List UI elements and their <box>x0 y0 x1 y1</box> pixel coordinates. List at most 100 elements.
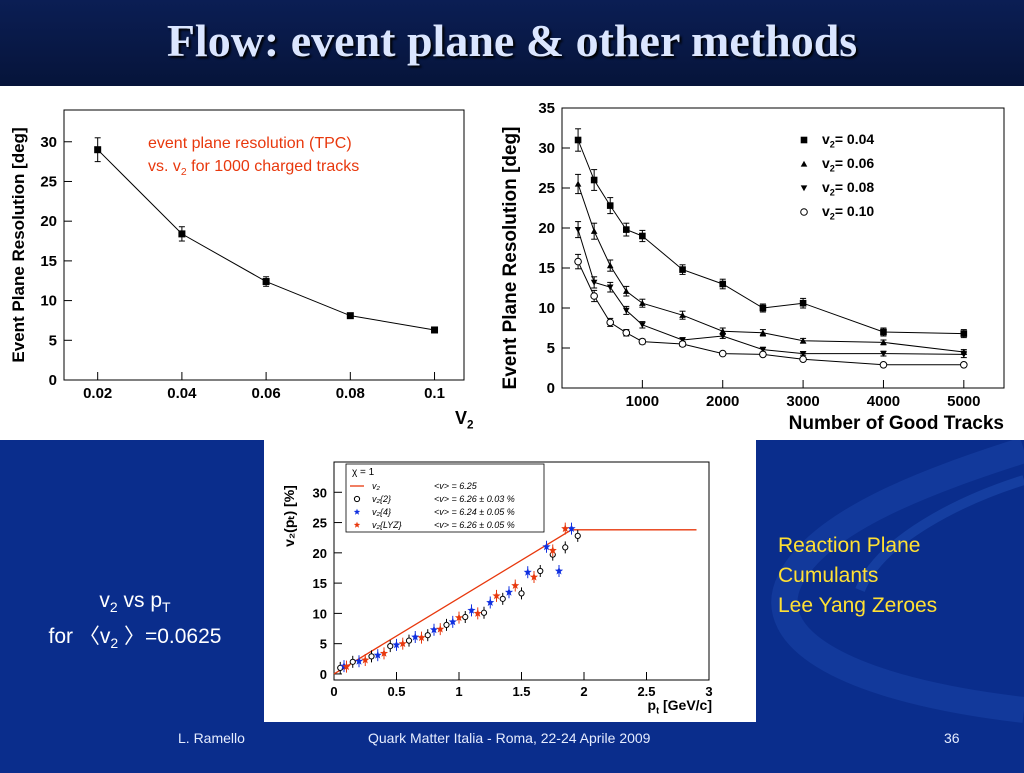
series-line <box>577 229 964 355</box>
chart-annotation-line-2-part: vs. v <box>148 158 181 175</box>
legend-header: χ = 1 <box>352 467 375 478</box>
data-point <box>499 595 506 602</box>
data-point <box>562 544 569 551</box>
y-tick-label: 0 <box>320 667 327 682</box>
data-point <box>561 524 570 533</box>
caption-text: 〉=0.0625 <box>118 625 222 649</box>
y-tick-label: 20 <box>40 213 57 230</box>
y-tick-label: 5 <box>49 332 57 349</box>
y-tick-label: 30 <box>313 485 327 500</box>
x-axis-label-part: [GeV/c] <box>659 697 712 713</box>
data-point <box>639 232 646 240</box>
data-point <box>960 361 968 369</box>
x-tick-label: 2000 <box>706 393 739 410</box>
legend-entry-part: 2 <box>830 188 835 198</box>
chart-annotation-line-2-part: for 1000 charged tracks <box>187 158 360 175</box>
legend-marker <box>800 136 808 144</box>
x-axis-label: pt [GeV/c] <box>648 697 713 716</box>
x-tick-label: 0.1 <box>424 385 445 402</box>
data-point <box>379 649 389 657</box>
data-point <box>759 304 767 312</box>
legend-marker <box>800 208 808 216</box>
data-point <box>574 136 582 144</box>
x-tick-label: 3 <box>705 684 712 699</box>
data-point <box>799 355 807 364</box>
data-point <box>349 658 356 665</box>
x-tick-label: 0.02 <box>83 385 112 402</box>
x-tick-label: 0.04 <box>167 385 197 402</box>
v2-vs-pt-caption: v2 vs pT for 〈v2 〉=0.0625 <box>0 586 270 658</box>
data-point <box>354 656 364 665</box>
data-point <box>880 339 887 346</box>
data-point <box>511 581 520 589</box>
data-point <box>361 655 370 664</box>
background-swoosh <box>771 437 1024 723</box>
legend-box <box>345 463 545 533</box>
legend-entry-part: = 0.04 <box>835 131 875 147</box>
data-point <box>719 327 727 334</box>
data-point <box>529 572 539 581</box>
data-point <box>678 340 687 348</box>
data-point <box>523 567 532 576</box>
x-tick-label: 1.5 <box>512 684 530 699</box>
chart-resolution-vs-v2: 0 5 10 15 20 25 30 0.02 0.04 0.06 0.08 0.1 Event Pla… <box>9 109 474 432</box>
data-point <box>429 625 439 634</box>
data-point <box>518 590 525 597</box>
chart-v2-vs-pt: 0 5 10 15 20 25 30 0 0.5 1 1.5 2 2.5 3 χ = 1 v₂ <v> = 6.… <box>281 461 713 716</box>
data-point <box>622 226 630 233</box>
legend-marker <box>353 521 361 528</box>
y-tick-label: 25 <box>40 173 57 190</box>
data-point <box>342 662 351 671</box>
data-point <box>178 230 186 238</box>
data-point <box>398 639 407 648</box>
data-point <box>879 361 888 369</box>
y-tick-label: 5 <box>547 340 555 357</box>
footer-conference: Quark Matter Italia - Roma, 22-24 Aprile… <box>368 730 651 746</box>
data-point <box>392 640 401 649</box>
caption-text: for 〈v <box>48 625 111 649</box>
legend-entry: v2= 0.06 <box>822 155 874 174</box>
legend-entry-part: 2 <box>830 164 835 174</box>
data-point <box>574 532 581 539</box>
caption-line-2: for 〈v2 〉=0.0625 <box>0 622 270 658</box>
data-point <box>574 257 582 266</box>
y-tick-label: 10 <box>538 300 555 317</box>
data-point <box>606 262 614 269</box>
legend-entry: v2= 0.04 <box>822 131 874 150</box>
caption-text: v <box>99 589 110 612</box>
data-point <box>542 542 551 551</box>
data-point <box>799 350 807 357</box>
caption-sub: 2 <box>110 635 119 652</box>
legend-entry-part: v <box>822 155 830 171</box>
series-line <box>577 139 964 335</box>
series-line <box>577 261 964 366</box>
caption-line-1: v2 vs pT <box>0 586 270 622</box>
data-point <box>548 546 557 554</box>
legend-value: <v> = 6.24 ± 0.05 % <box>434 507 515 517</box>
data-point <box>554 566 564 575</box>
x-axis-label: Number of Good Tracks <box>789 413 1004 434</box>
x-axis-label-part: V <box>455 408 467 428</box>
legend-entry-part: = 0.08 <box>835 179 875 195</box>
data-point <box>880 328 887 336</box>
y-tick-label: 35 <box>538 100 555 117</box>
y-tick-label: 10 <box>40 293 57 310</box>
legend-entry-part: v <box>822 131 830 147</box>
x-tick-label: 1000 <box>626 393 659 410</box>
data-point <box>719 280 727 288</box>
data-point <box>462 613 469 621</box>
x-tick-label: 0 <box>330 684 337 699</box>
y-axis-label: Event Plane Resolution [deg] <box>500 127 521 390</box>
legend-entry-part: 2 <box>830 140 835 150</box>
x-tick-label: 0.08 <box>336 385 365 402</box>
data-point <box>960 330 968 337</box>
data-point <box>262 278 270 286</box>
legend-entry: v2= 0.08 <box>822 179 874 198</box>
data-point <box>880 350 887 357</box>
data-point <box>448 617 457 626</box>
legend-label: v₂ <box>372 481 381 491</box>
data-point <box>639 299 646 306</box>
x-axis-label-part: p <box>648 697 657 713</box>
x-axis-label-part: t <box>656 706 659 716</box>
data-point <box>346 312 354 320</box>
